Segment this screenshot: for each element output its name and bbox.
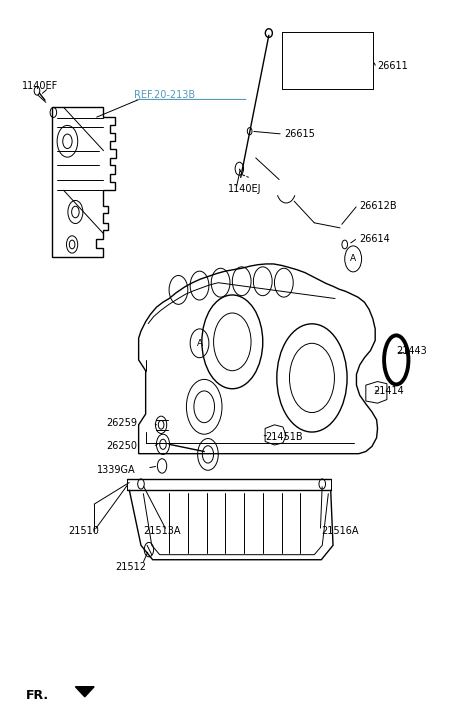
Text: 21516A: 21516A: [321, 526, 359, 536]
Text: 26614: 26614: [359, 234, 390, 244]
Text: 26612B: 26612B: [359, 201, 396, 212]
Text: 26615: 26615: [284, 129, 315, 139]
Text: 21443: 21443: [396, 345, 427, 356]
Text: 21414: 21414: [373, 386, 403, 396]
Polygon shape: [75, 687, 94, 696]
Text: REF.20-213B: REF.20-213B: [134, 90, 195, 100]
Text: 21451B: 21451B: [265, 432, 303, 442]
Text: 26259: 26259: [106, 417, 137, 427]
Text: FR.: FR.: [26, 689, 49, 702]
Text: 1140EF: 1140EF: [21, 81, 58, 91]
Text: 21513A: 21513A: [143, 526, 181, 536]
Text: 26611: 26611: [377, 61, 408, 71]
Text: A: A: [350, 254, 356, 263]
Text: 21510: 21510: [68, 526, 99, 536]
Text: A: A: [196, 339, 202, 348]
Text: 26250: 26250: [106, 441, 137, 451]
Text: 1140EJ: 1140EJ: [228, 184, 261, 194]
Text: 1339GA: 1339GA: [97, 465, 135, 475]
Text: 21512: 21512: [115, 562, 146, 572]
